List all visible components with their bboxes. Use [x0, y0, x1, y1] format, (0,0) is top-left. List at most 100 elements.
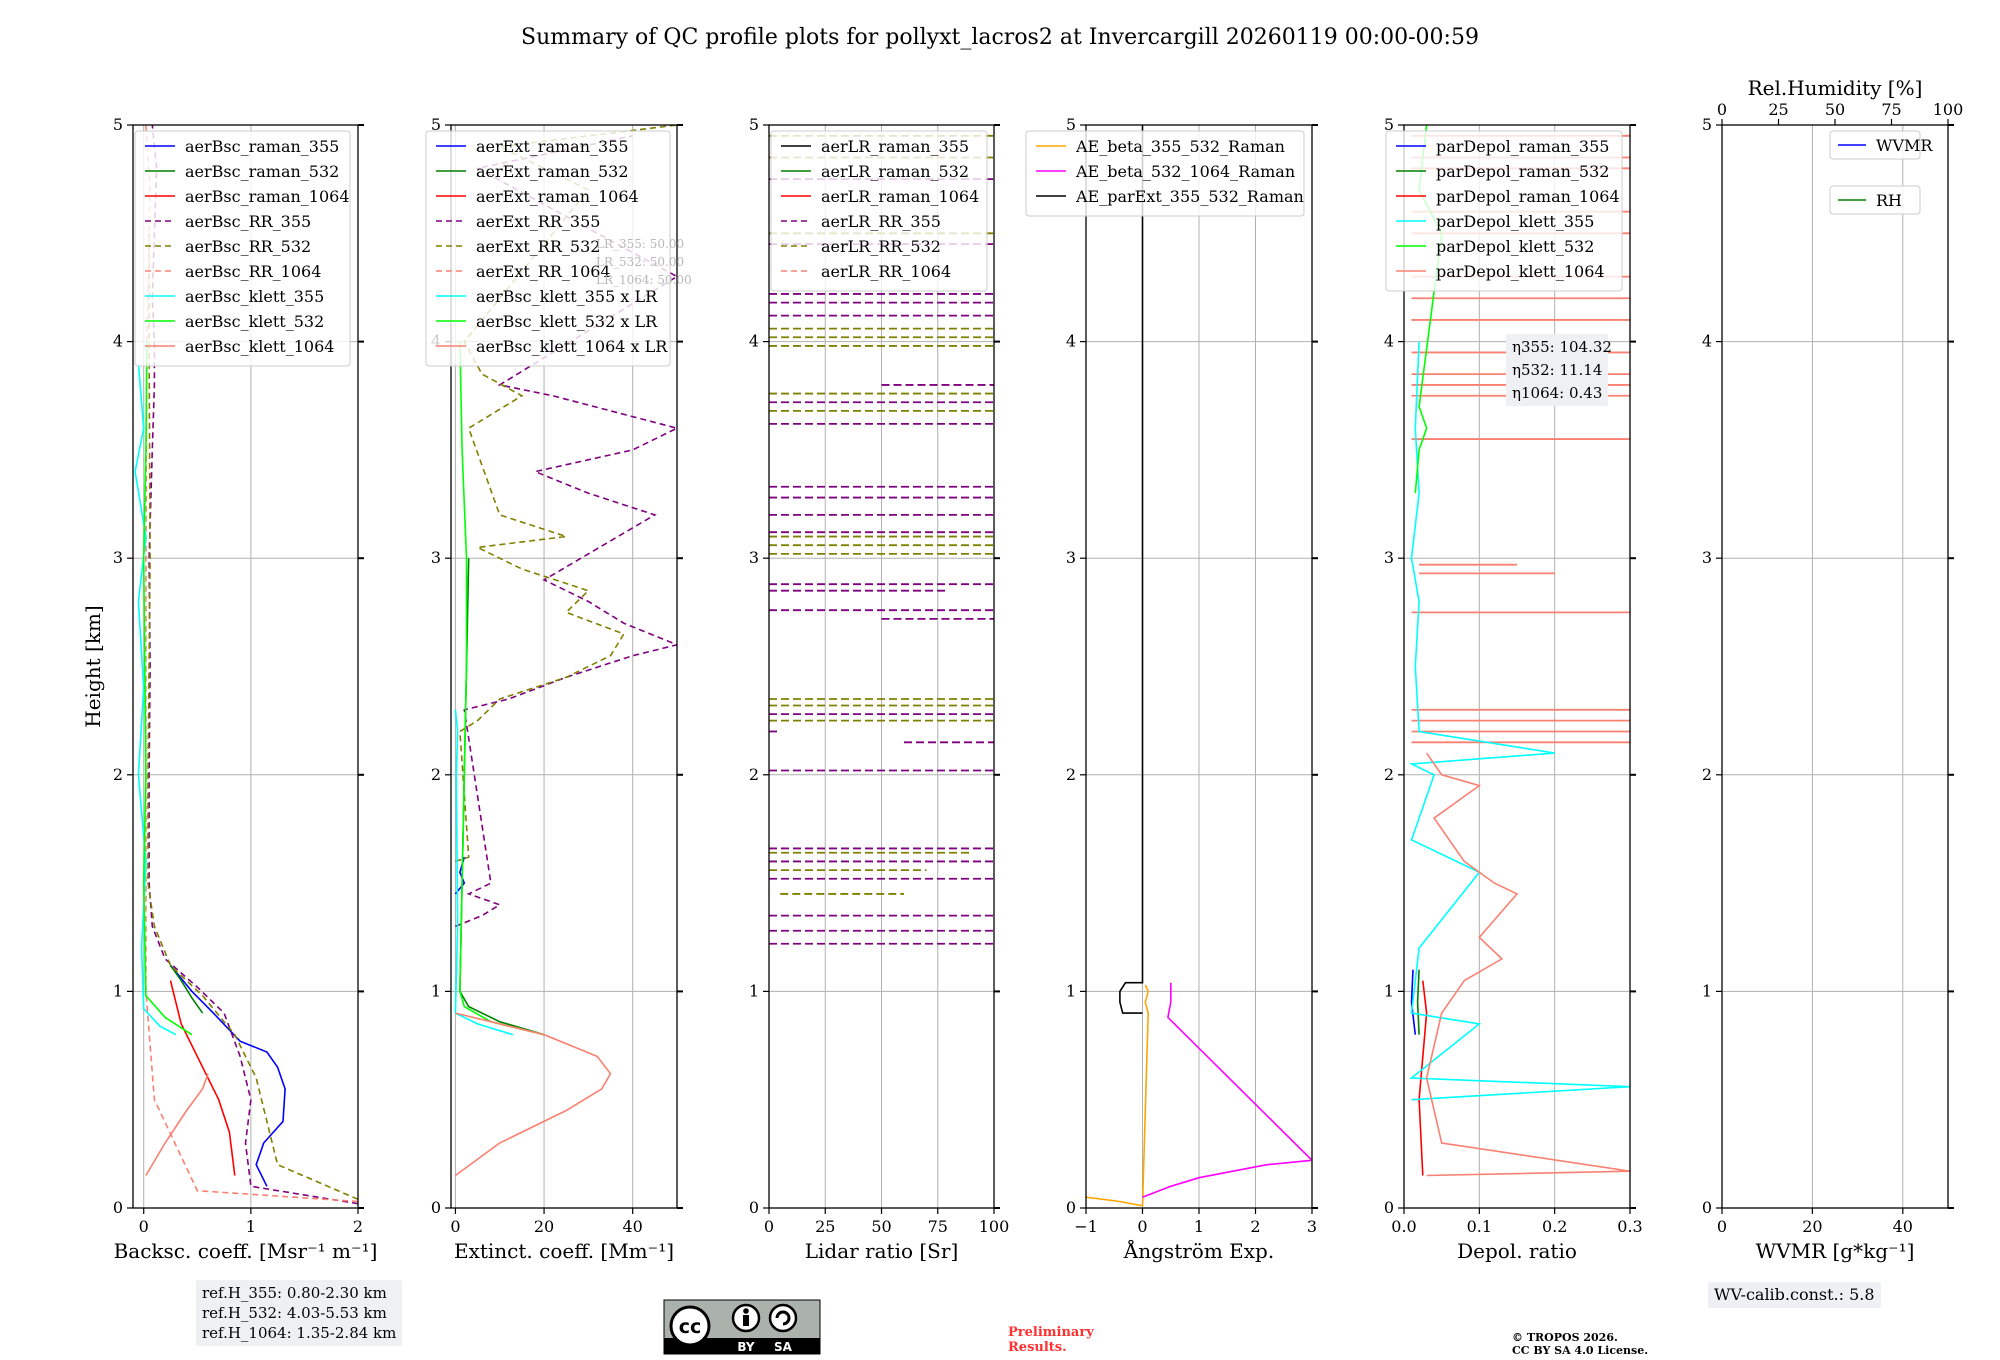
- panel-ext: 02040012345Extinct. coeff. [Mm⁻¹]aerExt_…: [425, 115, 692, 1263]
- legend-entry: AE_beta_355_532_Raman: [1075, 137, 1285, 156]
- legend-box: [134, 130, 351, 367]
- ytick-label: 2: [749, 765, 759, 784]
- yaxis-label: Height [km]: [81, 605, 105, 727]
- eta-value: η1064: 0.43: [1512, 384, 1602, 402]
- series-line-aerbsc-klett-532: [142, 341, 193, 1036]
- legend-entry: AE_beta_532_1064_Raman: [1075, 162, 1295, 181]
- ytick-label: 0: [1384, 1198, 1394, 1217]
- xtick-label: 40: [623, 1217, 643, 1236]
- legend-box: [1385, 130, 1623, 292]
- plot-area: [769, 134, 994, 945]
- legend-ext: aerExt_raman_355 aerExt_raman_532 aerExt_r…: [425, 130, 671, 367]
- panel-bsc: 0 1 2 0 1 2 3 4 5 Backsc. coeff. [Msr⁻¹ m⁻¹] Heigh…: [81, 115, 377, 1263]
- legend-entry: aerBsc_RR_355: [185, 212, 311, 231]
- series-line-ae-parext-355-532-raman: [1119, 125, 1144, 1014]
- series-line-pardepol-klett-355: [1408, 341, 1630, 1101]
- legend-entry: parDepol_klett_355: [1436, 212, 1594, 231]
- preliminary-line-1: Preliminary: [1008, 1325, 1094, 1340]
- legend-entry: aerBsc_RR_1064: [185, 262, 321, 281]
- axes-frame: [1721, 124, 1949, 1209]
- ytick-label: 1: [749, 981, 759, 1000]
- xtick-label: 40: [1893, 1217, 1913, 1236]
- legend-entry: parDepol_raman_355: [1436, 137, 1609, 156]
- sa-label: SA: [774, 1340, 793, 1354]
- legend-entry: AE_parExt_355_532_Raman: [1075, 187, 1304, 206]
- eta-value: η532: 11.14: [1512, 361, 1602, 379]
- ytick-label: 5: [749, 115, 759, 134]
- ytick-label: 3: [1066, 548, 1076, 567]
- legend-entry: aerLR_RR_355: [821, 212, 941, 231]
- ytick-label: 2: [1702, 765, 1712, 784]
- copyright-note: © TROPOS 2026. CC BY SA 4.0 License.: [1512, 1331, 1648, 1357]
- ytick-label: 3: [113, 548, 123, 567]
- legend-entry: aerBsc_klett_355: [185, 287, 324, 306]
- legend-entry: aerBsc_RR_532: [185, 237, 311, 256]
- series-line-aerbsc-raman-1064: [169, 980, 236, 1176]
- legend-lr: aerLR_raman_355 aerLR_raman_532 aerLR_rama…: [770, 130, 988, 292]
- xtick-label: 0: [139, 1217, 149, 1236]
- cc-icon: [669, 1305, 711, 1347]
- series-line-ae-beta-355-532-raman: [1086, 984, 1150, 1207]
- copyright-line-1: © TROPOS 2026.: [1512, 1331, 1618, 1344]
- lidar-ratio-note: LR_355: 50.00: [596, 237, 684, 251]
- legend-entry: RH: [1876, 191, 1902, 210]
- legend-entry: parDepol_raman_1064: [1436, 187, 1620, 206]
- preliminary-results-note: Preliminary Results.: [1008, 1325, 1094, 1355]
- x2tick-label: 25: [1768, 100, 1788, 119]
- xtick-label: 20: [1802, 1217, 1822, 1236]
- sa-share-alike-icon: [768, 1303, 798, 1333]
- lidar-ratio-note: LR_532: 50.00: [596, 255, 684, 269]
- by-person-head: [743, 1308, 749, 1314]
- ytick-label: 1: [1702, 981, 1712, 1000]
- legend-wv: WVMR RH: [1829, 130, 1933, 215]
- axes-frame: [1403, 124, 1631, 1209]
- ytick-label: 5: [113, 115, 123, 134]
- legend-entry: parDepol_raman_532: [1436, 162, 1609, 181]
- ytick-label: 5: [1702, 115, 1712, 134]
- x2axis-label: Rel.Humidity [%]: [1748, 76, 1923, 100]
- xtick-label: 50: [871, 1217, 891, 1236]
- ytick-label: 0: [1702, 1198, 1712, 1217]
- legend-entry: aerExt_RR_1064: [476, 262, 611, 281]
- panel-wv: 0 20 40 0 1 2 3 4 5 WVMR [g*kg⁻¹] 0 25 50 75 100 Rel.Hu…: [1702, 76, 1963, 1263]
- ytick-label: 4: [1066, 332, 1076, 351]
- by-label: BY: [737, 1340, 754, 1354]
- xaxis-label: Depol. ratio: [1457, 1239, 1577, 1263]
- legend-entry: aerBsc_raman_532: [185, 162, 339, 181]
- legend-entry: aerExt_raman_355: [476, 137, 629, 156]
- xtick-label: 0: [764, 1217, 774, 1236]
- legend-bsc: aerBsc_raman_355 aerBsc_raman_532 aerBsc_r…: [134, 130, 351, 367]
- ytick-label: 1: [1066, 981, 1076, 1000]
- ytick-label: 3: [1384, 548, 1394, 567]
- series-line-aerbsc-klett-1064-x-lr: [454, 1012, 612, 1177]
- legend-entry: parDepol_klett_1064: [1436, 262, 1605, 281]
- cc-icon-label: cc: [679, 1316, 702, 1338]
- legend-entry: aerBsc_raman_1064: [185, 187, 350, 206]
- xtick-label: 0: [450, 1217, 460, 1236]
- xtick-label: 1: [246, 1217, 256, 1236]
- ytick-label: 2: [1384, 765, 1394, 784]
- ytick-label: 3: [749, 548, 759, 567]
- series-line-aerext-rr-355: [455, 135, 677, 928]
- ytick-label: 2: [113, 765, 123, 784]
- x2tick-label: 100: [1933, 100, 1964, 119]
- eta-box: [1506, 334, 1608, 406]
- ytick-label: 1: [1384, 981, 1394, 1000]
- legend-box: [425, 130, 671, 367]
- lidar-ratio-note: LR_1064: 50.00: [596, 273, 692, 287]
- series-line-pardepol-raman-355: [1410, 969, 1417, 1035]
- x2tick-label: 75: [1881, 100, 1901, 119]
- legend-entry: aerExt_RR_532: [476, 237, 600, 256]
- legend-entry: aerLR_RR_532: [821, 237, 941, 256]
- legend-box: [770, 130, 988, 292]
- figure-title: Summary of QC profile plots for pollyxt_…: [521, 25, 1479, 50]
- series-line-aerbsc-raman-532: [169, 964, 204, 1014]
- ytick-label: 0: [1066, 1198, 1076, 1217]
- xtick-label: 100: [979, 1217, 1010, 1236]
- series-line-aerbsc-raman-355: [169, 964, 286, 1187]
- xtick-label: 20: [534, 1217, 554, 1236]
- xtick-label: 25: [815, 1217, 835, 1236]
- xtick-label: 0.3: [1617, 1217, 1642, 1236]
- ytick-label: 0: [749, 1198, 759, 1217]
